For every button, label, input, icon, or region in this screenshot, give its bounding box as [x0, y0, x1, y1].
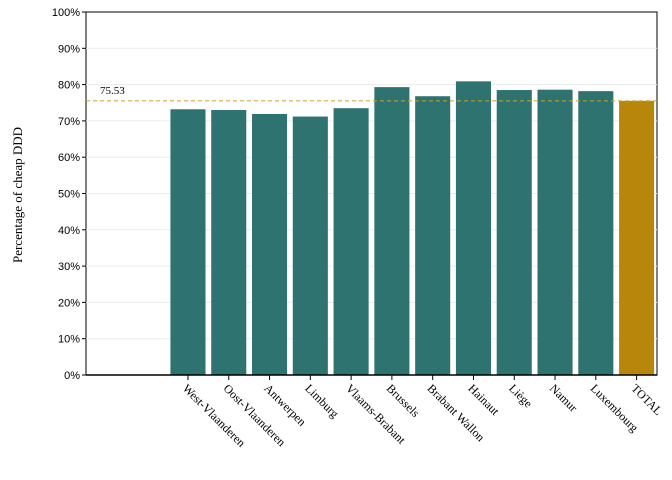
y-tick-label: 40%: [58, 225, 80, 237]
y-tick-label: 60%: [58, 152, 80, 164]
x-tick-label: TOTAL: [628, 381, 665, 418]
bar-namur: [537, 89, 573, 375]
x-tick-label: Namur: [547, 381, 580, 414]
y-tick-label: 0%: [64, 370, 80, 382]
x-axis-labels: West-VlaanderenOost-VlaanderenAntwerpenL…: [180, 375, 665, 450]
x-tick-label: Brussels: [384, 381, 423, 420]
x-tick-label: Limburg: [302, 381, 341, 420]
x-tick-label: Hainaut: [465, 381, 502, 418]
x-tick-label: Liège: [506, 381, 535, 410]
y-tick-label: 50%: [58, 189, 80, 201]
bar-west-vlaanderen: [170, 109, 206, 375]
bar-luxembourg: [578, 91, 614, 375]
y-tick-label: 10%: [58, 334, 80, 346]
bar-brussels: [374, 87, 410, 376]
y-axis: 0% 10% 20% 30% 40% 50% 60% 70% 80% 90% 100%: [52, 7, 86, 382]
bar-vlaams-brabant: [333, 108, 369, 375]
bar-limburg: [292, 116, 328, 375]
y-tick-label: 100%: [52, 7, 80, 19]
y-tick-label: 70%: [58, 116, 80, 128]
bar-oost-vlaanderen: [211, 110, 247, 375]
bar-brabant-wallon: [415, 96, 451, 375]
bar-li-ge: [496, 90, 532, 376]
y-tick-label: 90%: [58, 43, 80, 55]
y-tick-label: 30%: [58, 261, 80, 273]
bar-hainaut: [455, 81, 492, 375]
bar-antwerpen: [251, 114, 288, 376]
y-tick-label: 80%: [58, 80, 80, 92]
bar-total: [619, 100, 655, 375]
y-tick-label: 20%: [58, 297, 80, 309]
y-axis-title: Percentage of cheap DDD: [10, 127, 25, 263]
reference-line-group: 75.53: [86, 85, 657, 102]
bars: [170, 81, 655, 376]
reference-line-label: 75.53: [100, 85, 125, 97]
